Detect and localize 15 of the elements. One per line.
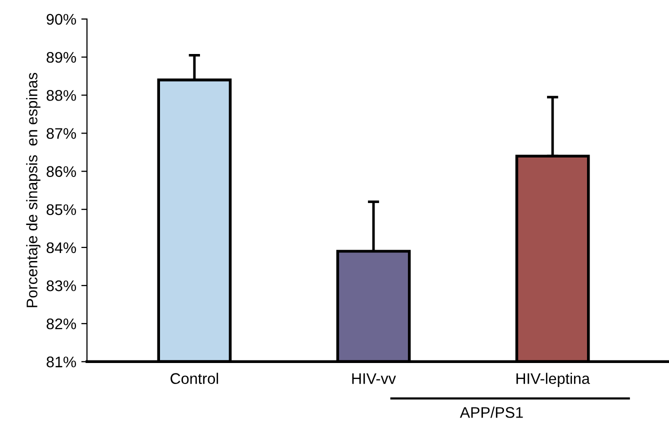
y-tick-label: 89% bbox=[46, 52, 76, 63]
y-tick-label: 87% bbox=[46, 128, 76, 139]
y-tick-label: 82% bbox=[46, 318, 76, 330]
x-tick-label: HIV-leptina bbox=[516, 372, 590, 388]
x-tick-label: Control bbox=[170, 372, 218, 384]
y-tick-label: 88% bbox=[46, 90, 76, 101]
x-tick-label: HIV-vv bbox=[352, 373, 396, 384]
y-tick-label: 81% bbox=[46, 356, 76, 368]
y-axis-title: Porcentaje de sinapsis en espinas bbox=[26, 72, 40, 308]
text: APP/PS1 bbox=[460, 406, 523, 418]
y-tick-label: 83% bbox=[46, 280, 76, 292]
y-tick-label: 90% bbox=[46, 14, 76, 25]
y-tick-label: 85% bbox=[46, 204, 76, 216]
y-tick-label: 84% bbox=[46, 242, 76, 254]
y-tick-label: 86% bbox=[46, 166, 76, 177]
